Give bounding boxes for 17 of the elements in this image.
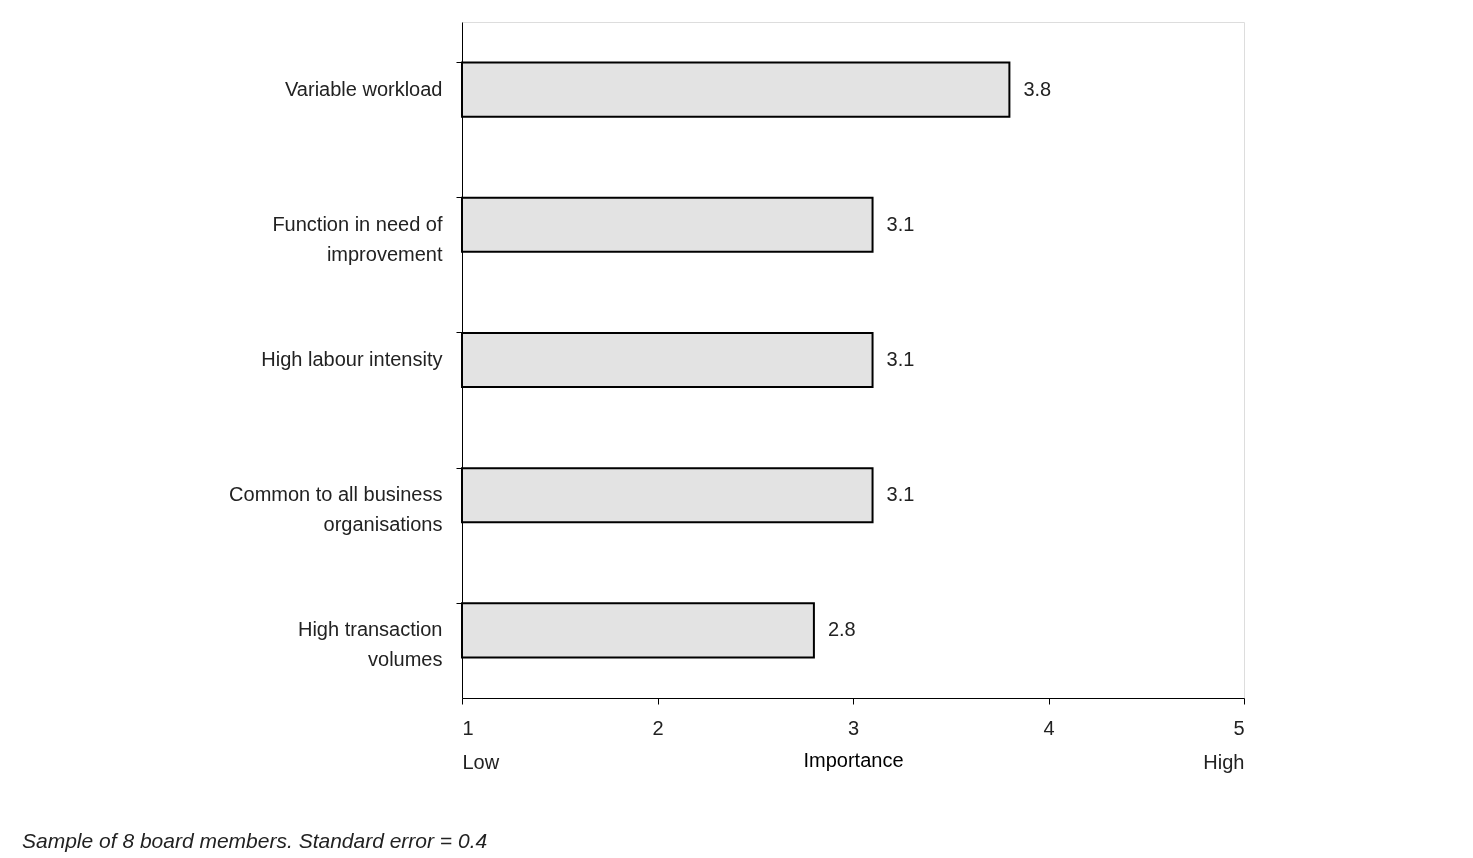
data-label: 3.8 <box>1023 77 1052 100</box>
x-axis-title: Importance <box>803 748 904 771</box>
data-label: 3.1 <box>886 483 915 506</box>
text: Sample of 8 board members. Standard error = 0.4 <box>22 829 488 852</box>
data-label: 2.8 <box>827 618 856 641</box>
x-tick-label: 3 <box>847 716 860 739</box>
x-tick-label: 4 <box>1043 716 1055 739</box>
y-tick-label: High transaction volumes <box>297 618 443 671</box>
x-tick-label: 2 <box>652 716 664 739</box>
y-tick-label: Function in need of improvement <box>272 212 443 265</box>
data-label: 3.1 <box>886 348 915 370</box>
y-tick-label: Variable workload <box>285 77 443 100</box>
data-label: 3.1 <box>886 212 915 235</box>
y-tick-label: High labour intensity <box>261 348 443 370</box>
x-tick-label: 1 Low <box>462 716 500 773</box>
y-tick-label: Common to all business organisations <box>229 483 443 536</box>
x-tick-label: 5 High <box>1203 716 1245 773</box>
